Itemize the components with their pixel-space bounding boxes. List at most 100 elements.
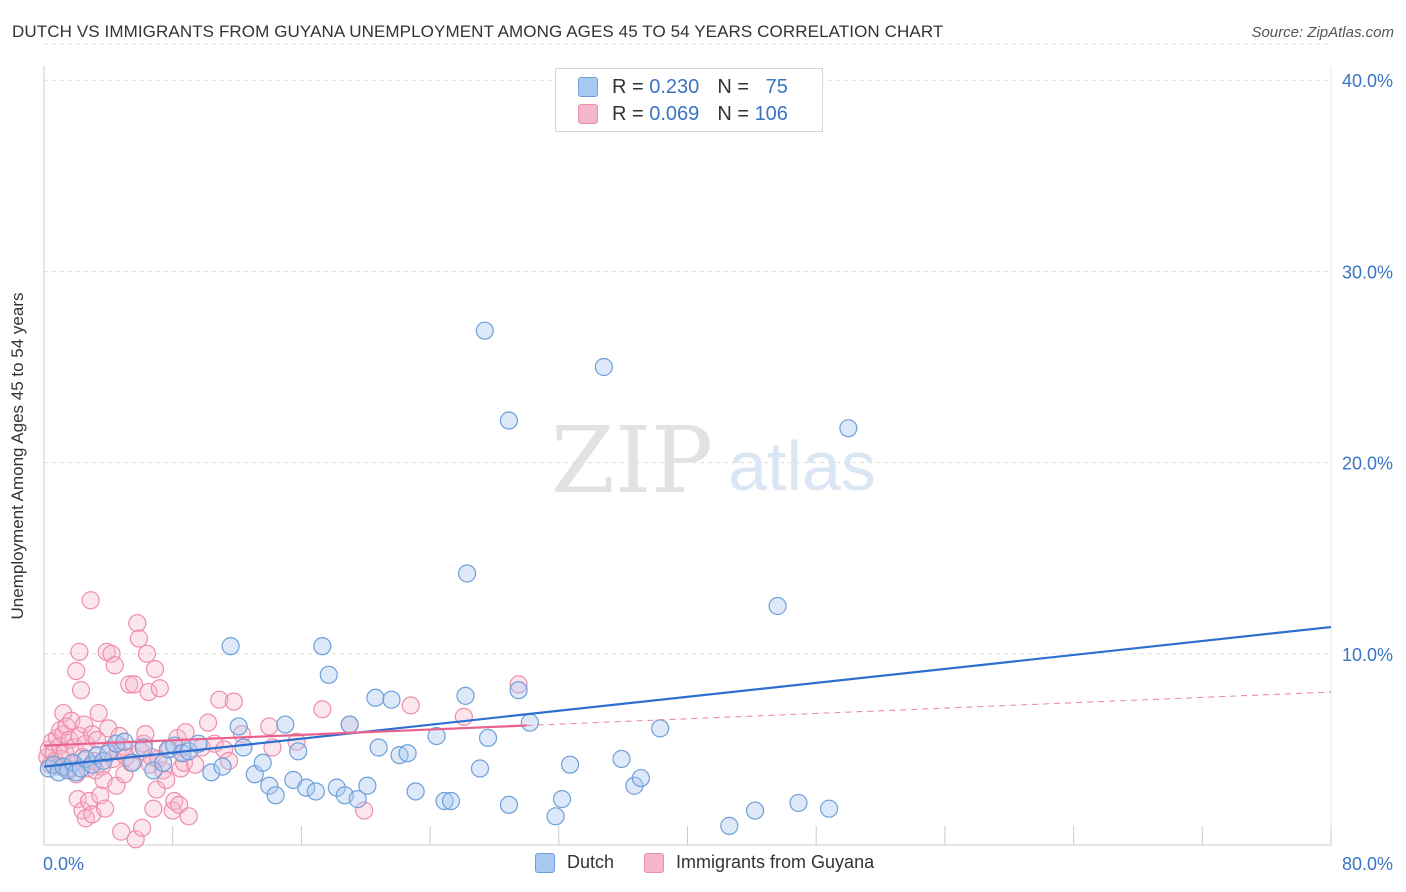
series-legend-swatch-dutch [535, 852, 555, 873]
point-guyana [139, 682, 158, 702]
point-guyana [198, 713, 218, 732]
point-dutch [745, 801, 765, 820]
point-dutch [229, 717, 248, 736]
point-dutch [651, 719, 670, 738]
series-guyana-points [38, 591, 528, 849]
point-guyana [102, 644, 121, 663]
legend-dutch-r: 0.230 [649, 75, 700, 98]
point-guyana [260, 717, 279, 736]
series-legend-label-guyana: Immigrants from Guyana [676, 852, 875, 872]
tick-labels: 10.0% 20.0% 30.0% 40.0% 0.0% 80.0% [43, 71, 1393, 874]
point-guyana [129, 629, 149, 648]
y-tick-label: 20.0% [1342, 454, 1393, 474]
point-guyana [210, 690, 229, 709]
point-guyana [147, 780, 166, 799]
point-dutch [71, 759, 91, 778]
point-guyana [144, 799, 163, 818]
gridlines [44, 43, 1331, 655]
point-guyana [124, 675, 144, 694]
point-dutch [398, 744, 417, 763]
point-guyana [126, 830, 145, 849]
point-dutch [313, 637, 332, 656]
point-guyana [57, 717, 76, 736]
point-dutch [266, 786, 285, 805]
legend-r-label: R = [612, 102, 644, 125]
point-dutch [306, 782, 325, 801]
watermark-atlas: atlas [728, 427, 876, 505]
x-tick-label: 80.0% [1342, 854, 1393, 874]
legend-swatch-guyana [578, 104, 598, 124]
legend-guyana-r: 0.069 [649, 102, 700, 125]
point-dutch [789, 793, 808, 813]
series-legend-dutch[interactable]: Dutch [535, 852, 614, 873]
point-dutch [340, 715, 359, 734]
point-dutch [612, 749, 631, 769]
point-dutch [470, 759, 490, 778]
point-dutch [552, 790, 572, 809]
trend-line-dutch [43, 625, 1332, 768]
legend-dutch-n: 75 [765, 75, 788, 98]
point-guyana [128, 614, 147, 633]
point-dutch [366, 688, 385, 707]
point-dutch [358, 776, 377, 795]
point-dutch [520, 713, 539, 732]
point-dutch [369, 738, 388, 757]
point-dutch [435, 791, 454, 811]
x-tick-label: 0.0% [43, 854, 84, 874]
legend-row-dutch: R = 0.230 N = 75 [578, 75, 788, 99]
point-dutch [819, 799, 839, 818]
point-guyana [133, 818, 152, 837]
point-dutch [546, 807, 565, 826]
axes [43, 66, 1332, 846]
watermark-zip: ZIP [551, 407, 713, 514]
point-dutch [509, 681, 528, 700]
trend-line-guyana-extension [526, 691, 1332, 726]
point-guyana [91, 786, 110, 805]
point-guyana [137, 644, 157, 663]
legend-guyana-n: 106 [754, 102, 788, 125]
correlation-legend: R = 0.230 N = 75 R = 0.069 N = 106 [555, 68, 823, 132]
point-dutch [144, 761, 163, 780]
legend-swatch-dutch [578, 77, 598, 97]
point-guyana [71, 681, 91, 700]
point-guyana [120, 675, 139, 694]
point-guyana [112, 822, 131, 841]
trend-line-guyana [43, 724, 527, 747]
point-dutch [560, 755, 580, 774]
legend-n-label: N = [717, 75, 749, 98]
source-credit: Source: ZipAtlas.com [1251, 24, 1394, 41]
chart-title: DUTCH VS IMMIGRANTS FROM GUYANA UNEMPLOY… [12, 22, 944, 41]
point-dutch [260, 776, 279, 795]
point-guyana [153, 761, 173, 780]
point-dutch [319, 665, 338, 684]
point-dutch [499, 795, 519, 814]
point-dutch [458, 564, 477, 583]
point-dutch [289, 742, 308, 761]
point-dutch [253, 753, 272, 772]
y-tick-label: 10.0% [1342, 645, 1393, 665]
legend-n-label: N = [717, 102, 749, 125]
series-legend-guyana[interactable]: Immigrants from Guyana [644, 852, 874, 873]
point-guyana [454, 707, 473, 726]
point-guyana [70, 642, 89, 661]
point-guyana [79, 791, 99, 811]
point-dutch [234, 738, 253, 757]
point-guyana [171, 759, 190, 778]
point-dutch [456, 686, 475, 705]
point-dutch [202, 763, 221, 782]
point-dutch [221, 637, 240, 656]
point-dutch [478, 728, 498, 748]
point-dutch [348, 790, 367, 809]
point-guyana [96, 799, 115, 818]
y-axis-label: Unemployment Among Ages 45 to 54 years [8, 292, 27, 620]
point-dutch [839, 419, 858, 438]
point-dutch [427, 726, 446, 746]
point-dutch [276, 715, 295, 734]
point-dutch [768, 596, 787, 616]
series-legend-swatch-guyana [644, 852, 665, 873]
point-guyana [68, 790, 87, 809]
watermark: ZIP atlas [551, 407, 876, 514]
point-guyana [157, 770, 176, 790]
point-dutch [499, 411, 519, 430]
